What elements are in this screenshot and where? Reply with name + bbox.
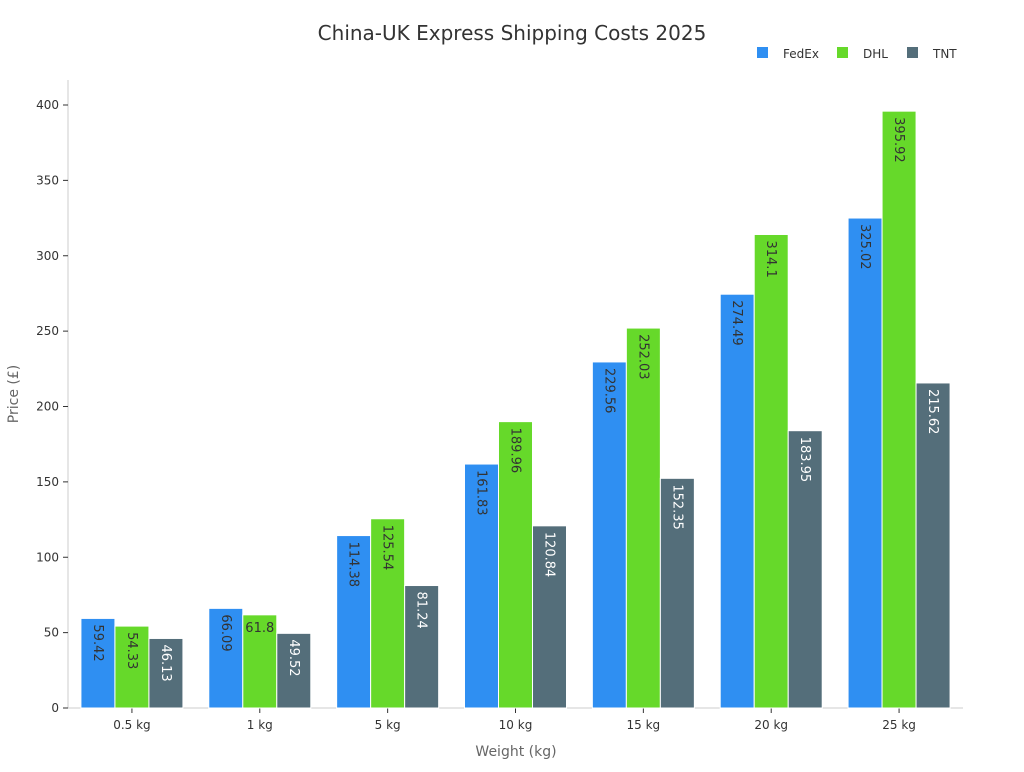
data-label: 395.92 bbox=[891, 117, 906, 163]
y-tick-label: 400 bbox=[36, 98, 59, 112]
legend-item-tnt[interactable]: TNT bbox=[907, 47, 957, 61]
bar-tnt[interactable] bbox=[532, 525, 567, 709]
data-label: 54.33 bbox=[124, 632, 139, 669]
legend-label: DHL bbox=[863, 47, 888, 61]
data-label: 189.96 bbox=[508, 428, 523, 474]
data-label: 183.95 bbox=[797, 437, 812, 483]
x-axis-label: Weight (kg) bbox=[475, 744, 556, 760]
y-tick-label: 200 bbox=[36, 400, 59, 414]
legend-item-dhl[interactable]: DHL bbox=[837, 47, 888, 61]
bar-dhl[interactable] bbox=[498, 421, 533, 709]
bar-dhl[interactable] bbox=[753, 233, 789, 709]
bar-tnt[interactable] bbox=[659, 477, 695, 709]
y-tick-label: 0 bbox=[51, 701, 59, 715]
data-label: 314.1 bbox=[763, 240, 778, 277]
y-tick-label: 300 bbox=[36, 249, 59, 263]
legend-swatch bbox=[837, 47, 848, 58]
bar-tnt[interactable] bbox=[915, 382, 951, 709]
data-label: 215.62 bbox=[925, 389, 940, 435]
data-label: 229.56 bbox=[601, 368, 616, 414]
chart-title: China-UK Express Shipping Costs 2025 bbox=[318, 21, 707, 45]
y-tick-label: 350 bbox=[36, 173, 59, 187]
axes: 0 50 100 150 200 250 300 350 400 0.5 kg 1 kg 5 kg 10… bbox=[36, 80, 963, 732]
legend-item-fedex[interactable]: FedEx bbox=[757, 47, 819, 61]
data-label: 274.49 bbox=[729, 300, 744, 346]
data-label: 325.02 bbox=[857, 224, 872, 270]
bar-tnt[interactable] bbox=[787, 430, 823, 709]
data-label: 125.54 bbox=[380, 525, 395, 571]
data-label: 152.35 bbox=[669, 484, 684, 530]
y-axis-label: Price (£) bbox=[6, 365, 22, 423]
data-label: 66.09 bbox=[218, 614, 233, 651]
legend-label: TNT bbox=[932, 47, 957, 61]
x-tick-label: 25 kg bbox=[882, 718, 916, 732]
legend-swatch bbox=[907, 47, 918, 58]
bar-dhl[interactable] bbox=[881, 110, 917, 709]
bars: 59.42 54.33 46.13 66.09 61.8 49.52 114.38 125.5… bbox=[80, 110, 951, 709]
bar-fedex[interactable] bbox=[464, 463, 499, 709]
bar-tnt[interactable] bbox=[404, 585, 440, 709]
bar-fedex[interactable] bbox=[591, 361, 627, 709]
data-label: 59.42 bbox=[90, 624, 105, 661]
data-label: 120.84 bbox=[542, 532, 557, 578]
data-label: 161.83 bbox=[474, 470, 489, 516]
bar-fedex[interactable] bbox=[847, 217, 883, 709]
y-tick-label: 100 bbox=[36, 550, 59, 564]
bar-tnt[interactable] bbox=[276, 632, 312, 709]
x-tick-label: 5 kg bbox=[375, 718, 401, 732]
data-label: 61.8 bbox=[245, 621, 274, 636]
legend: FedEx DHL TNT bbox=[757, 47, 957, 61]
data-label: 81.24 bbox=[414, 592, 429, 629]
bar-fedex[interactable] bbox=[336, 535, 372, 709]
data-label: 49.52 bbox=[286, 639, 301, 676]
x-tick-label: 0.5 kg bbox=[113, 718, 150, 732]
x-tick-label: 15 kg bbox=[627, 718, 661, 732]
bar-fedex[interactable] bbox=[208, 607, 244, 709]
bar-dhl[interactable] bbox=[114, 625, 150, 709]
x-tick-label: 20 kg bbox=[754, 718, 788, 732]
legend-swatch bbox=[757, 47, 768, 58]
y-tick-label: 50 bbox=[44, 626, 59, 640]
bar-fedex[interactable] bbox=[719, 293, 755, 709]
bar-dhl[interactable] bbox=[625, 327, 661, 709]
x-tick-label: 10 kg bbox=[499, 718, 533, 732]
bar-tnt[interactable] bbox=[148, 637, 184, 709]
data-label: 252.03 bbox=[635, 334, 650, 380]
bar-dhl[interactable] bbox=[370, 518, 406, 709]
data-label: 46.13 bbox=[158, 644, 173, 681]
y-tick-label: 250 bbox=[36, 324, 59, 338]
data-label: 114.38 bbox=[346, 542, 361, 588]
legend-label: FedEx bbox=[783, 47, 819, 61]
x-tick-label: 1 kg bbox=[247, 718, 273, 732]
y-tick-label: 150 bbox=[36, 475, 59, 489]
